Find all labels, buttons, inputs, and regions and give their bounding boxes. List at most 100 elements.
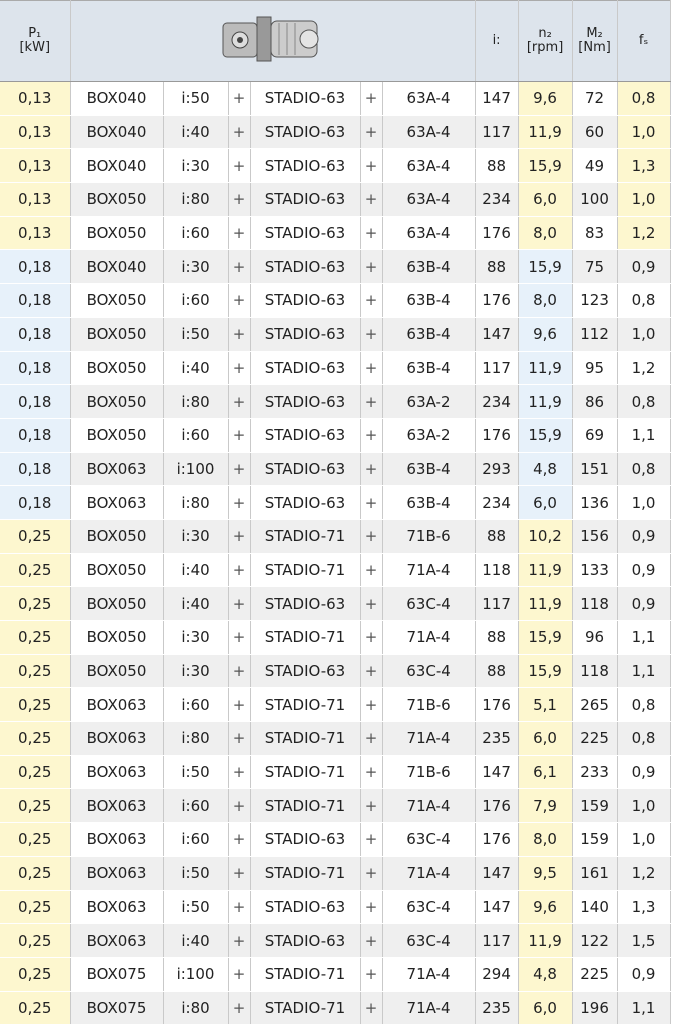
plus-cell: + <box>228 418 250 452</box>
motor-cell: 71B-6 <box>382 519 475 553</box>
power-cell: 0,25 <box>0 654 70 688</box>
output-torque-cell: 75 <box>572 250 617 284</box>
motor-cell: 63A-4 <box>382 183 475 217</box>
service-factor-cell: 0,9 <box>617 553 670 587</box>
output-speed-cell: 9,6 <box>518 82 572 116</box>
power-cell: 0,13 <box>0 115 70 149</box>
adapter-cell: STADIO-63 <box>250 183 360 217</box>
power-cell: 0,25 <box>0 755 70 789</box>
ratio-cell: i:100 <box>163 452 228 486</box>
gearbox-cell: BOX040 <box>70 115 163 149</box>
ratio-cell: i:50 <box>163 317 228 351</box>
output-torque-cell: 140 <box>572 890 617 924</box>
output-speed-cell: 6,0 <box>518 991 572 1025</box>
plus-cell: + <box>360 250 382 284</box>
gearbox-cell: BOX050 <box>70 385 163 419</box>
output-speed-cell: 15,9 <box>518 250 572 284</box>
total-ratio-cell: 88 <box>475 149 518 183</box>
total-ratio-cell: 176 <box>475 789 518 823</box>
gearbox-cell: BOX050 <box>70 587 163 621</box>
total-ratio-cell: 234 <box>475 385 518 419</box>
header-row: P₁[kW] i: n₂[rpm] M₂[Nm] fₛ <box>0 1 670 82</box>
power-cell: 0,18 <box>0 351 70 385</box>
output-torque-cell: 60 <box>572 115 617 149</box>
ratio-cell: i:80 <box>163 486 228 520</box>
gearbox-cell: BOX050 <box>70 183 163 217</box>
total-ratio-cell: 117 <box>475 924 518 958</box>
power-cell: 0,25 <box>0 924 70 958</box>
plus-cell: + <box>360 823 382 857</box>
adapter-cell: STADIO-71 <box>250 621 360 655</box>
adapter-cell: STADIO-63 <box>250 82 360 116</box>
motor-cell: 71A-4 <box>382 553 475 587</box>
motor-cell: 71A-4 <box>382 957 475 991</box>
gearbox-cell: BOX063 <box>70 452 163 486</box>
output-speed-cell: 15,9 <box>518 149 572 183</box>
plus-cell: + <box>360 351 382 385</box>
service-factor-cell: 1,0 <box>617 823 670 857</box>
output-speed-cell: 11,9 <box>518 553 572 587</box>
motor-cell: 63B-4 <box>382 284 475 318</box>
output-speed-cell: 5,1 <box>518 688 572 722</box>
power-cell: 0,25 <box>0 722 70 756</box>
adapter-cell: STADIO-63 <box>250 284 360 318</box>
output-torque-cell: 151 <box>572 452 617 486</box>
output-torque-cell: 118 <box>572 587 617 621</box>
plus-cell: + <box>360 452 382 486</box>
output-speed-cell: 6,0 <box>518 183 572 217</box>
output-torque-cell: 233 <box>572 755 617 789</box>
output-torque-cell: 83 <box>572 216 617 250</box>
service-factor-cell: 1,2 <box>617 856 670 890</box>
adapter-cell: STADIO-63 <box>250 587 360 621</box>
plus-cell: + <box>360 317 382 351</box>
total-ratio-cell: 234 <box>475 486 518 520</box>
plus-cell: + <box>360 284 382 318</box>
total-ratio-cell: 235 <box>475 991 518 1025</box>
plus-cell: + <box>228 553 250 587</box>
adapter-cell: STADIO-63 <box>250 654 360 688</box>
output-speed-cell: 9,5 <box>518 856 572 890</box>
adapter-cell: STADIO-63 <box>250 149 360 183</box>
plus-cell: + <box>228 823 250 857</box>
ratio-cell: i:40 <box>163 924 228 958</box>
header-cell: P₁[kW] <box>0 1 70 82</box>
power-cell: 0,25 <box>0 688 70 722</box>
motor-cell: 63C-4 <box>382 823 475 857</box>
plus-cell: + <box>360 385 382 419</box>
motor-cell: 63B-4 <box>382 351 475 385</box>
adapter-cell: STADIO-71 <box>250 991 360 1025</box>
gearbox-cell: BOX063 <box>70 856 163 890</box>
motor-cell: 71A-4 <box>382 856 475 890</box>
output-torque-cell: 225 <box>572 722 617 756</box>
header-p1-unit: [kW] <box>0 41 70 55</box>
gearbox-cell: BOX075 <box>70 991 163 1025</box>
motor-cell: 63C-4 <box>382 654 475 688</box>
header-m2: M₂ <box>573 27 617 41</box>
motor-cell: 71A-4 <box>382 621 475 655</box>
ratio-cell: i:50 <box>163 755 228 789</box>
service-factor-cell: 1,1 <box>617 418 670 452</box>
plus-cell: + <box>360 486 382 520</box>
service-factor-cell: 1,3 <box>617 890 670 924</box>
motor-cell: 71A-4 <box>382 789 475 823</box>
motor-cell: 63B-4 <box>382 486 475 520</box>
gearbox-cell: BOX063 <box>70 924 163 958</box>
plus-cell: + <box>228 216 250 250</box>
header-p1: P₁ <box>0 27 70 41</box>
total-ratio-cell: 118 <box>475 553 518 587</box>
total-ratio-cell: 294 <box>475 957 518 991</box>
ratio-cell: i:60 <box>163 823 228 857</box>
total-ratio-cell: 147 <box>475 755 518 789</box>
total-ratio-cell: 176 <box>475 418 518 452</box>
gearbox-cell: BOX063 <box>70 823 163 857</box>
